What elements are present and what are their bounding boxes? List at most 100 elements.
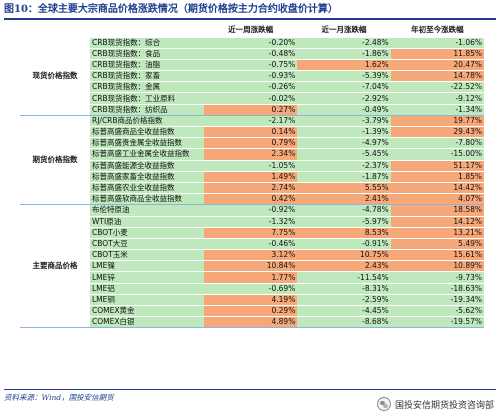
commodity-name: 布伦特原油 bbox=[90, 204, 204, 217]
table-row: 期货价格指数 RJ/CRB商品价格指数 -2.17% -3.79% 19.77% bbox=[20, 115, 484, 206]
commodity-name: LME铝 bbox=[90, 283, 204, 295]
commodity-name: CRB现货指数：家畜 bbox=[90, 70, 204, 83]
month-change-cell: -3.79% bbox=[297, 115, 391, 128]
week-change-cell: 1.77% bbox=[204, 271, 298, 284]
ytd-change-cell: 10.89% bbox=[390, 260, 484, 273]
ytd-change-cell: 29.43% bbox=[390, 126, 484, 139]
table-row: CRB现货指数：油脂 -0.75% 1.62% 20.47% bbox=[20, 59, 484, 72]
table-row: LME镍 10.84% 2.43% 10.89% bbox=[20, 260, 484, 273]
commodity-name: CBOT大豆 bbox=[90, 238, 204, 251]
month-change-cell: -11.54% bbox=[297, 271, 391, 284]
commodity-name: 标普高盛软商品全收益指数 bbox=[90, 193, 204, 206]
commodity-name: COMEX白银 bbox=[90, 316, 204, 329]
ytd-change-cell: -18.63% bbox=[390, 283, 484, 295]
header-ytd-change: 年初至今涨跌幅 bbox=[390, 24, 484, 38]
section-label: 现货价格指数 bbox=[20, 37, 90, 116]
ytd-change-cell: 51.17% bbox=[390, 160, 484, 172]
commodity-name: 标普高盛工业金属全收益指数 bbox=[90, 148, 204, 161]
month-change-cell: -2.92% bbox=[297, 92, 391, 105]
week-change-cell: -0.20% bbox=[204, 37, 298, 49]
week-change-cell: 4.89% bbox=[204, 316, 298, 329]
commodity-name: CRB现货指数：金属 bbox=[90, 81, 204, 94]
commodity-name: COMEX黄金 bbox=[90, 305, 204, 318]
table-row: 现货价格指数 CRB现货指数：综合 -0.20% -2.48% -1.06% bbox=[20, 37, 484, 116]
month-change-cell: -2.59% bbox=[297, 294, 391, 307]
month-change-cell: 5.55% bbox=[297, 182, 391, 195]
ytd-change-cell: 5.49% bbox=[390, 238, 484, 251]
ytd-change-cell: 18.58% bbox=[390, 204, 484, 217]
week-change-cell: -1.32% bbox=[204, 216, 298, 228]
month-change-cell: -5.39% bbox=[297, 70, 391, 83]
table-row: CRB现货指数：家畜 -0.93% -5.39% 14.78% bbox=[20, 70, 484, 83]
month-change-cell: -1.39% bbox=[297, 126, 391, 139]
commodity-name: CRB现货指数：工业原料 bbox=[90, 92, 204, 105]
table-row: CRB现货指数：工业原料 -0.02% -2.92% -9.12% bbox=[20, 92, 484, 105]
ytd-change-cell: 19.77% bbox=[390, 115, 484, 128]
ytd-change-cell: 20.47% bbox=[390, 59, 484, 72]
ytd-change-cell: 14.78% bbox=[390, 70, 484, 83]
week-change-cell: 1.49% bbox=[204, 171, 298, 183]
title-rule bbox=[4, 18, 496, 20]
ytd-change-cell: -9.73% bbox=[390, 271, 484, 284]
month-change-cell: -0.91% bbox=[297, 238, 391, 251]
table-header-row: 近一周涨跌幅 近一月涨跌幅 年初至今涨跌幅 bbox=[20, 24, 484, 38]
week-change-cell: -1.05% bbox=[204, 160, 298, 172]
ytd-change-cell: -9.12% bbox=[390, 92, 484, 105]
week-change-cell: 0.27% bbox=[204, 104, 298, 116]
commodity-name: CRB现货指数：食品 bbox=[90, 48, 204, 60]
ytd-change-cell: -5.62% bbox=[390, 305, 484, 318]
month-change-cell: 10.75% bbox=[297, 249, 391, 262]
commodity-name: WTI原油 bbox=[90, 216, 204, 228]
commodity-name: 标普高盛贵金属全收益指数 bbox=[90, 137, 204, 150]
ytd-change-cell: 14.12% bbox=[390, 216, 484, 228]
section-label: 期货价格指数 bbox=[20, 115, 90, 206]
table-row: LME铝 -0.69% -8.31% -18.63% bbox=[20, 283, 484, 295]
table-row: CBOT小麦 7.75% 8.53% 13.21% bbox=[20, 227, 484, 239]
ytd-change-cell: -7.80% bbox=[390, 137, 484, 150]
table-row: 标普高盛工业金属全收益指数 2.34% -5.45% -15.00% bbox=[20, 148, 484, 161]
week-change-cell: -0.75% bbox=[204, 59, 298, 72]
ytd-change-cell: -19.34% bbox=[390, 294, 484, 307]
table-row: 标普高盛家畜全收益指数 1.49% -1.87% 1.85% bbox=[20, 171, 484, 183]
ytd-change-cell: 15.61% bbox=[390, 249, 484, 262]
table-row: COMEX白银 4.89% -8.68% -19.57% bbox=[20, 316, 484, 329]
week-change-cell: 4.19% bbox=[204, 294, 298, 307]
month-change-cell: -8.31% bbox=[297, 283, 391, 295]
ytd-change-cell: 4.07% bbox=[390, 193, 484, 206]
table-row: CRB现货指数：食品 -0.48% -1.86% 11.85% bbox=[20, 48, 484, 60]
month-change-cell: -4.45% bbox=[297, 305, 391, 318]
week-change-cell: 3.12% bbox=[204, 249, 298, 262]
commodity-name: 标普高盛商品全收益指数 bbox=[90, 126, 204, 139]
table-row: 标普高盛能源全收益指数 -1.05% -2.37% 51.17% bbox=[20, 160, 484, 172]
month-change-cell: 8.53% bbox=[297, 227, 391, 239]
header-group bbox=[20, 24, 90, 38]
commodity-name: RJ/CRB商品价格指数 bbox=[90, 115, 204, 128]
table-row: CRB现货指数：金属 -0.26% -7.04% -22.52% bbox=[20, 81, 484, 94]
table-row: 标普高盛贵金属全收益指数 0.79% -4.97% -7.80% bbox=[20, 137, 484, 150]
commodity-name: CRB现货指数：油脂 bbox=[90, 59, 204, 72]
ytd-change-cell: 13.21% bbox=[390, 227, 484, 239]
commodity-name: 标普高盛能源全收益指数 bbox=[90, 160, 204, 172]
week-change-cell: 0.14% bbox=[204, 126, 298, 139]
week-change-cell: 2.74% bbox=[204, 182, 298, 195]
month-change-cell: 2.41% bbox=[297, 193, 391, 206]
table-row: 标普高盛农业全收益指数 2.74% 5.55% 14.42% bbox=[20, 182, 484, 195]
commodity-name: CRB现货指数：综合 bbox=[90, 37, 204, 49]
month-change-cell: 1.62% bbox=[297, 59, 391, 72]
ytd-change-cell: 11.85% bbox=[390, 48, 484, 60]
table-row: CRB现货指数：纺织品 0.27% -0.49% -1.34% bbox=[20, 104, 484, 116]
commodity-name: CRB现货指数：纺织品 bbox=[90, 104, 204, 116]
month-change-cell: -8.68% bbox=[297, 316, 391, 329]
month-change-cell: -1.86% bbox=[297, 48, 391, 60]
ytd-change-cell: -19.57% bbox=[390, 316, 484, 329]
header-month-change: 近一月涨跌幅 bbox=[297, 24, 391, 38]
table-row: LME铜 4.19% -2.59% -19.34% bbox=[20, 294, 484, 307]
month-change-cell: -2.37% bbox=[297, 160, 391, 172]
commodity-name: CBOT小麦 bbox=[90, 227, 204, 239]
ytd-change-cell: 1.85% bbox=[390, 171, 484, 183]
watermark: 国投安信期货投资咨询部 bbox=[376, 396, 494, 412]
figure-title: 图10：全球主要大宗商品价格涨跌情况（期货价格按主力合约收盘价计算） bbox=[4, 4, 338, 15]
ytd-change-cell: -15.00% bbox=[390, 148, 484, 161]
month-change-cell: -4.78% bbox=[297, 204, 391, 217]
week-change-cell: -0.93% bbox=[204, 70, 298, 83]
